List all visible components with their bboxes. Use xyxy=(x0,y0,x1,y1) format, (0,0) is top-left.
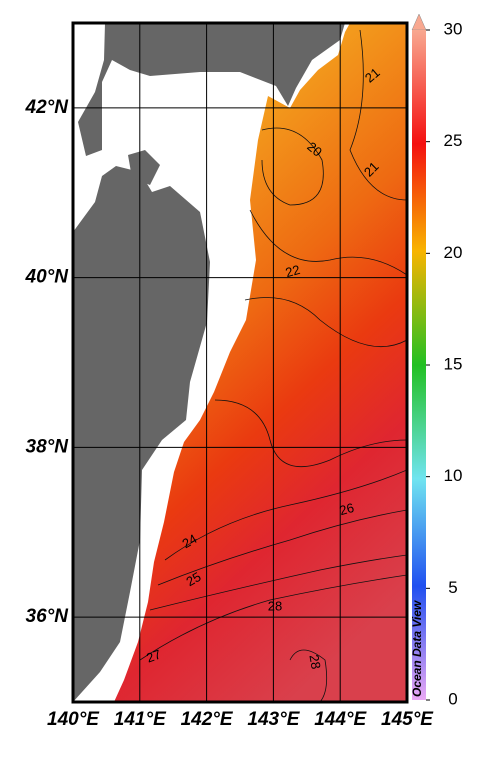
lat-label: 42°N xyxy=(25,97,70,118)
colorbar-label: 15 xyxy=(444,354,463,373)
lat-label: 38°N xyxy=(26,436,70,457)
lon-label: 140°E xyxy=(47,709,100,730)
contour-label: 28 xyxy=(306,653,323,670)
colorbar-label: 20 xyxy=(444,243,463,262)
colorbar-arrow xyxy=(411,13,427,31)
lon-label: 143°E xyxy=(247,709,300,730)
land xyxy=(128,150,160,185)
lon-label: 145°E xyxy=(381,709,434,730)
colorbar-label: 25 xyxy=(444,131,463,150)
watermark: Ocean Data View xyxy=(410,600,424,697)
contour-label: 24 xyxy=(179,531,199,551)
colorbar-label: 0 xyxy=(448,689,457,708)
contour-label: 28 xyxy=(268,598,282,613)
map-frame xyxy=(71,21,409,704)
contour-label: 27 xyxy=(144,646,163,665)
lat-label: 40°N xyxy=(25,267,70,288)
grid xyxy=(73,23,407,702)
contour-label: 26 xyxy=(338,500,356,518)
lon-label: 141°E xyxy=(114,709,167,730)
land xyxy=(73,166,210,702)
contours xyxy=(139,29,407,702)
colorbar xyxy=(412,30,426,700)
lon-label: 144°E xyxy=(314,709,367,730)
ocean-field xyxy=(114,23,407,702)
colorbar-label: 10 xyxy=(444,466,463,485)
colorbar-label: 30 xyxy=(444,19,463,38)
land xyxy=(78,23,345,156)
lon-label: 142°E xyxy=(181,709,234,730)
lat-label: 36°N xyxy=(26,606,70,627)
colorbar-label: 5 xyxy=(448,578,457,597)
contour-label: 22 xyxy=(284,262,302,280)
contour-label: 25 xyxy=(183,569,203,589)
map-area xyxy=(73,23,407,702)
